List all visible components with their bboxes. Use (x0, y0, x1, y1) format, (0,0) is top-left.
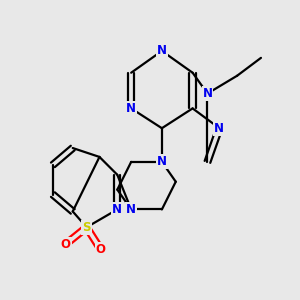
Text: N: N (126, 203, 136, 216)
Text: N: N (126, 102, 136, 115)
Text: S: S (82, 221, 91, 234)
Text: O: O (61, 238, 71, 250)
Text: N: N (202, 87, 212, 100)
Text: N: N (157, 44, 167, 57)
Text: N: N (157, 155, 167, 168)
Text: O: O (95, 243, 106, 256)
Text: N: N (112, 203, 122, 216)
Text: N: N (214, 122, 224, 135)
